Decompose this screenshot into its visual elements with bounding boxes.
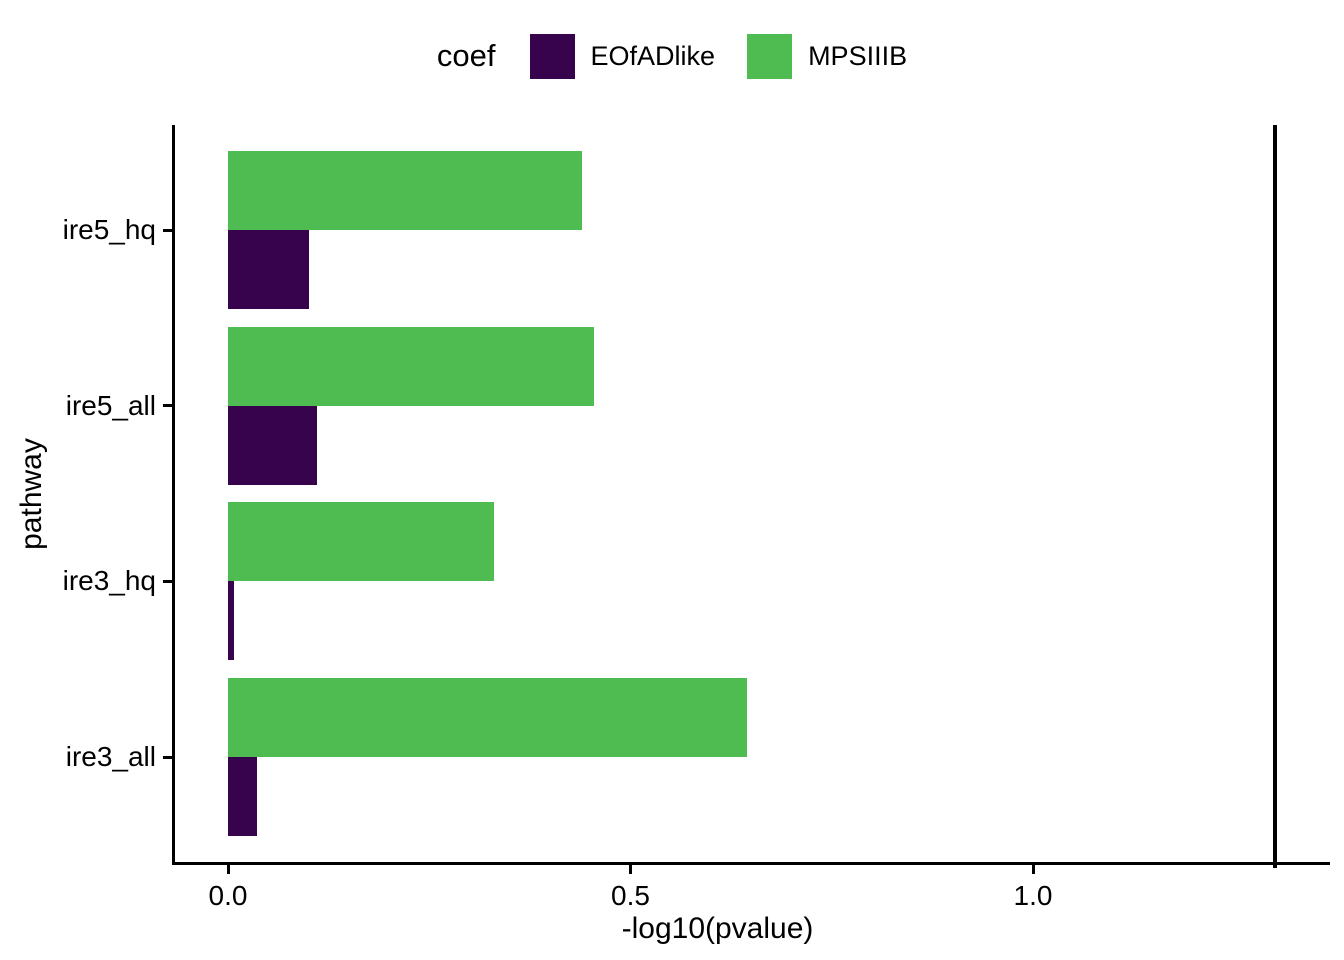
x-tick-label-0.0: 0.0	[208, 880, 248, 911]
y-tick-label-ire3_hq: ire3_hq	[62, 565, 156, 597]
bar-EOfADlike-ire5_hq	[228, 230, 309, 309]
bar-EOfADlike-ire5_all	[228, 405, 317, 485]
x-tick-label-1.0: 1.0	[1013, 880, 1053, 911]
bar-MPSIIIB-ire3_all	[228, 678, 748, 758]
legend-label-eofadlike: EOfADlike	[590, 40, 716, 71]
legend: coef EOfADlike MPSIIIB	[0, 24, 1344, 88]
bar-MPSIIIB-ire3_hq	[228, 502, 494, 582]
x-tick-1.0	[1031, 865, 1035, 874]
y-tick-label-ire5_hq: ire5_hq	[62, 214, 156, 245]
significance-threshold-line	[1273, 125, 1278, 868]
y-axis-title: pathway	[15, 437, 48, 550]
y-tick-ire3_hq	[163, 579, 172, 583]
x-tick-0.5	[629, 865, 632, 874]
bar-EOfADlike-ire3_hq	[228, 581, 235, 661]
legend-item-eofadlike: EOfADlike	[529, 33, 716, 79]
legend-title: coef	[436, 38, 496, 73]
legend-key-eofadlike-swatch	[529, 33, 575, 79]
y-tick-label-ire5_all: ire5_all	[65, 389, 156, 421]
bar-MPSIIIB-ire5_hq	[228, 151, 583, 230]
y-axis-line	[172, 125, 175, 865]
y-tick-ire3_all	[163, 755, 172, 759]
y-tick-label-ire3_all: ire3_all	[65, 741, 156, 773]
legend-label-mpsiiib: MPSIIIB	[808, 40, 908, 71]
legend-key-mpsiiib-swatch	[747, 33, 793, 79]
y-tick-ire5_hq	[163, 228, 172, 232]
x-axis-title: -log10(pvalue)	[621, 912, 814, 945]
x-tick-label-0.5: 0.5	[611, 880, 650, 911]
x-axis-line	[172, 862, 1330, 865]
bar-EOfADlike-ire3_all	[228, 757, 257, 837]
y-tick-ire5_all	[163, 404, 172, 408]
bar-MPSIIIB-ire5_all	[228, 326, 595, 406]
legend-item-mpsiiib: MPSIIIB	[747, 33, 908, 79]
x-tick-0.0	[226, 865, 230, 874]
